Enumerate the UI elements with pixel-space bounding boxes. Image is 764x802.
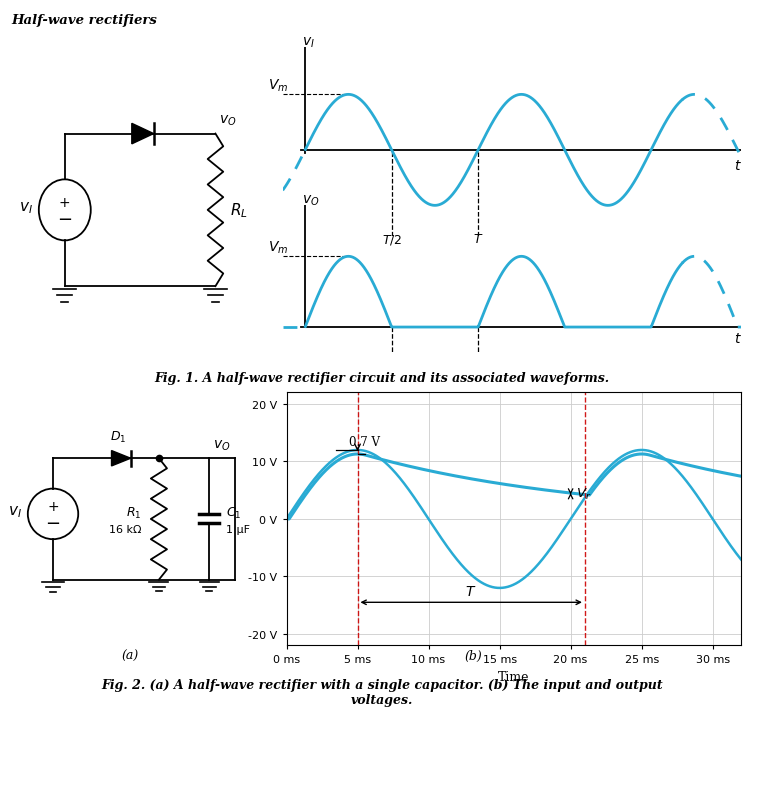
Text: $v_I$: $v_I$ — [302, 35, 315, 50]
Text: (a): (a) — [121, 650, 138, 662]
Text: $T$: $T$ — [473, 233, 484, 245]
Text: $v_O$: $v_O$ — [213, 438, 231, 452]
Text: $t$: $t$ — [733, 159, 742, 173]
Text: $v_I$: $v_I$ — [8, 504, 22, 520]
Text: $V_m$: $V_m$ — [267, 78, 288, 94]
Text: $V_m$: $V_m$ — [267, 239, 288, 256]
Text: $T/2$: $T/2$ — [382, 233, 402, 247]
Text: $T$: $T$ — [465, 584, 477, 598]
Polygon shape — [132, 124, 154, 144]
Text: −: − — [57, 211, 73, 229]
Text: $R_1$: $R_1$ — [126, 505, 141, 520]
Text: $v_O$: $v_O$ — [302, 193, 319, 208]
Text: Fig. 1. A half-wave rectifier circuit and its associated waveforms.: Fig. 1. A half-wave rectifier circuit an… — [154, 371, 610, 384]
Text: $R_L$: $R_L$ — [230, 201, 248, 220]
Text: −: − — [46, 514, 60, 532]
Text: +: + — [47, 500, 59, 513]
Text: (b): (b) — [465, 650, 483, 662]
Text: Fig. 2. (a) A half-wave rectifier with a single capacitor. (b) The input and out: Fig. 2. (a) A half-wave rectifier with a… — [101, 678, 663, 706]
Text: $V_r$: $V_r$ — [576, 487, 591, 502]
Text: $t$: $t$ — [733, 332, 742, 346]
Text: $C_1$: $C_1$ — [225, 505, 241, 520]
Text: $D_1$: $D_1$ — [110, 430, 127, 445]
X-axis label: Time: Time — [498, 670, 529, 683]
Text: 16 kΩ: 16 kΩ — [108, 525, 141, 534]
Text: +: + — [59, 196, 70, 210]
Text: 0.7 V: 0.7 V — [349, 435, 380, 448]
Text: $v_O$: $v_O$ — [219, 114, 237, 128]
Text: $v_I$: $v_I$ — [19, 200, 33, 216]
Text: Half-wave rectifiers: Half-wave rectifiers — [11, 14, 157, 27]
Polygon shape — [112, 451, 131, 466]
Text: 1 μF: 1 μF — [225, 525, 250, 534]
